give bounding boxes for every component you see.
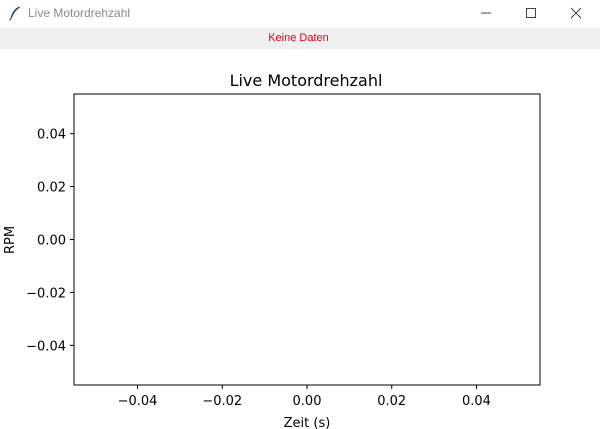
x-tick-label: −0.02 bbox=[202, 394, 242, 409]
x-axis: −0.04 −0.02 0.00 0.02 0.04 bbox=[118, 385, 491, 409]
maximize-button[interactable] bbox=[508, 0, 554, 27]
y-axis: 0.04 0.02 0.00 −0.02 −0.04 bbox=[26, 128, 74, 354]
status-label: Keine Daten bbox=[268, 32, 329, 44]
maximize-icon bbox=[526, 8, 536, 18]
y-tick-label: −0.04 bbox=[26, 339, 66, 354]
status-bar: Keine Daten bbox=[0, 28, 600, 49]
feather-icon bbox=[7, 5, 23, 21]
close-icon bbox=[570, 7, 582, 19]
rpm-chart: Live Motordrehzahl −0.04 −0.02 0.00 0.02 0.0… bbox=[3, 71, 541, 429]
chart-title: Live Motordrehzahl bbox=[230, 71, 383, 90]
y-tick-label: 0.02 bbox=[37, 181, 66, 196]
title-bar[interactable]: Live Motordrehzahl bbox=[0, 0, 600, 27]
plot-area bbox=[73, 93, 541, 386]
minimize-icon bbox=[481, 12, 491, 14]
x-axis-label: Zeit (s) bbox=[284, 416, 331, 429]
x-tick-label: 0.04 bbox=[462, 394, 491, 409]
x-tick-label: −0.04 bbox=[118, 394, 158, 409]
y-axis-label: RPM bbox=[3, 226, 18, 254]
x-tick-label: 0.00 bbox=[293, 394, 322, 409]
minimize-button[interactable] bbox=[463, 0, 509, 27]
y-tick-label: −0.02 bbox=[26, 286, 66, 301]
y-tick-label: 0.00 bbox=[37, 234, 66, 249]
close-button[interactable] bbox=[553, 0, 599, 27]
x-tick-label: 0.02 bbox=[377, 394, 406, 409]
y-tick-label: 0.04 bbox=[37, 128, 66, 143]
window-title: Live Motordrehzahl bbox=[28, 6, 131, 20]
